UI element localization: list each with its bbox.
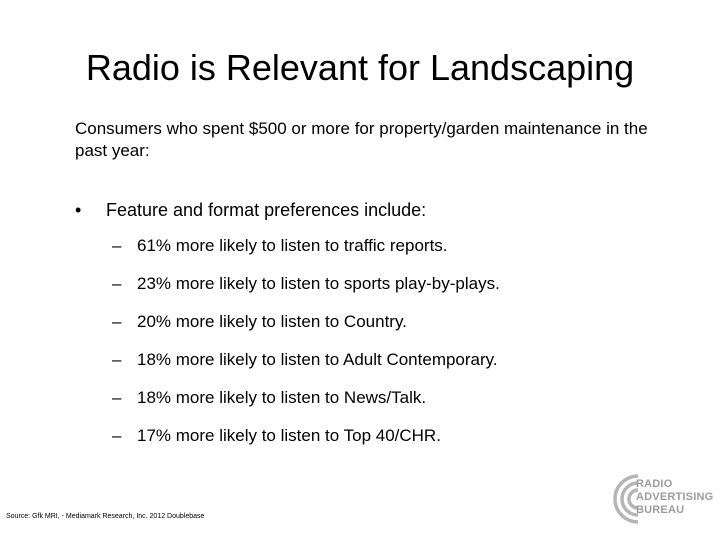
dash-marker: – — [112, 274, 122, 293]
rab-logo-icon — [613, 474, 639, 524]
dash-marker: – — [112, 350, 122, 369]
sub-bullet-text: 23% more likely to listen to sports play… — [137, 274, 500, 293]
slide-title: Radio is Relevant for Landscaping — [85, 47, 635, 88]
logo-line: BUREAU — [636, 504, 685, 516]
sub-bullet-text: 20% more likely to listen to Country. — [137, 312, 407, 331]
logo-line: ADVERTISING — [636, 491, 714, 503]
sub-bullet-text: 18% more likely to listen to Adult Conte… — [137, 350, 498, 369]
source-citation: Source: Gfk MRI, - Mediamark Research, I… — [6, 513, 205, 520]
intro-text: Consumers who spent $500 or more for pro… — [75, 119, 648, 160]
bullet-marker: • — [75, 200, 82, 220]
rab-logo: RADIO ADVERTISING BUREAU — [612, 470, 713, 528]
sub-bullet-text: 18% more likely to listen to News/Talk. — [137, 388, 427, 407]
dash-marker: – — [112, 312, 122, 331]
bullet-text: Feature and format preferences include: — [106, 200, 427, 220]
logo-wordmark: RADIO ADVERTISING BUREAU — [636, 478, 713, 517]
sub-bullet-text: 17% more likely to listen to Top 40/CHR. — [137, 426, 441, 445]
logo-line: RADIO — [636, 478, 673, 490]
dash-marker: – — [112, 426, 122, 445]
dash-marker: – — [112, 388, 122, 407]
sub-bullet-text: 61% more likely to listen to traffic rep… — [137, 236, 448, 255]
dash-marker: – — [112, 236, 122, 255]
